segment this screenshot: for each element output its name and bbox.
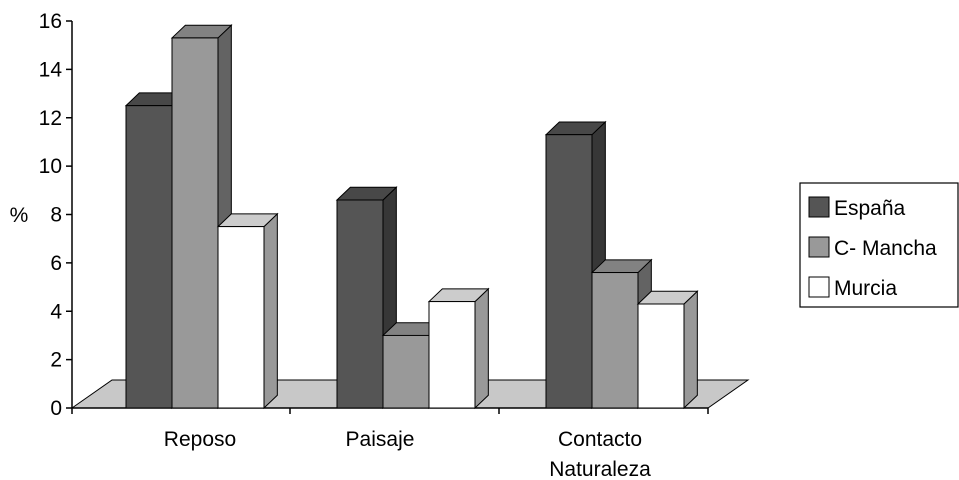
y-tick-label: 4	[50, 300, 62, 323]
legend-label: España	[834, 197, 906, 220]
category-label: Reposo	[164, 428, 236, 451]
y-axis-label: %	[10, 204, 29, 227]
bar	[216, 212, 279, 410]
bar-front	[545, 134, 593, 409]
legend-swatch	[808, 196, 830, 218]
y-tick-label: 12	[39, 107, 62, 130]
category-label: Contacto	[558, 428, 642, 451]
bar-front	[637, 303, 685, 409]
legend-label: C- Mancha	[834, 237, 937, 260]
bar-front	[217, 226, 265, 409]
y-tick-label: 10	[39, 155, 62, 178]
y-tick-label: 6	[50, 252, 62, 275]
bar-front	[336, 199, 384, 409]
bar	[636, 290, 699, 410]
bar-side	[263, 212, 278, 410]
bar	[427, 287, 490, 410]
bar-front	[382, 334, 430, 409]
y-tick-label: 8	[50, 204, 62, 227]
bar-front	[125, 105, 173, 409]
y-tick-label: 14	[39, 58, 63, 81]
bar-side	[474, 287, 489, 410]
bar-front	[591, 272, 639, 409]
bar-side	[683, 290, 698, 410]
category-label: Naturaleza	[549, 458, 651, 480]
bar-front	[171, 37, 219, 409]
legend-swatch	[808, 276, 830, 298]
y-tick-label: 2	[50, 349, 62, 372]
y-tick-label: 16	[39, 10, 62, 33]
legend-label: Murcia	[834, 277, 897, 300]
bar-front	[428, 301, 476, 409]
category-label: Paisaje	[346, 428, 415, 451]
legend-swatch	[808, 236, 830, 258]
y-tick-label: 0	[50, 397, 62, 420]
